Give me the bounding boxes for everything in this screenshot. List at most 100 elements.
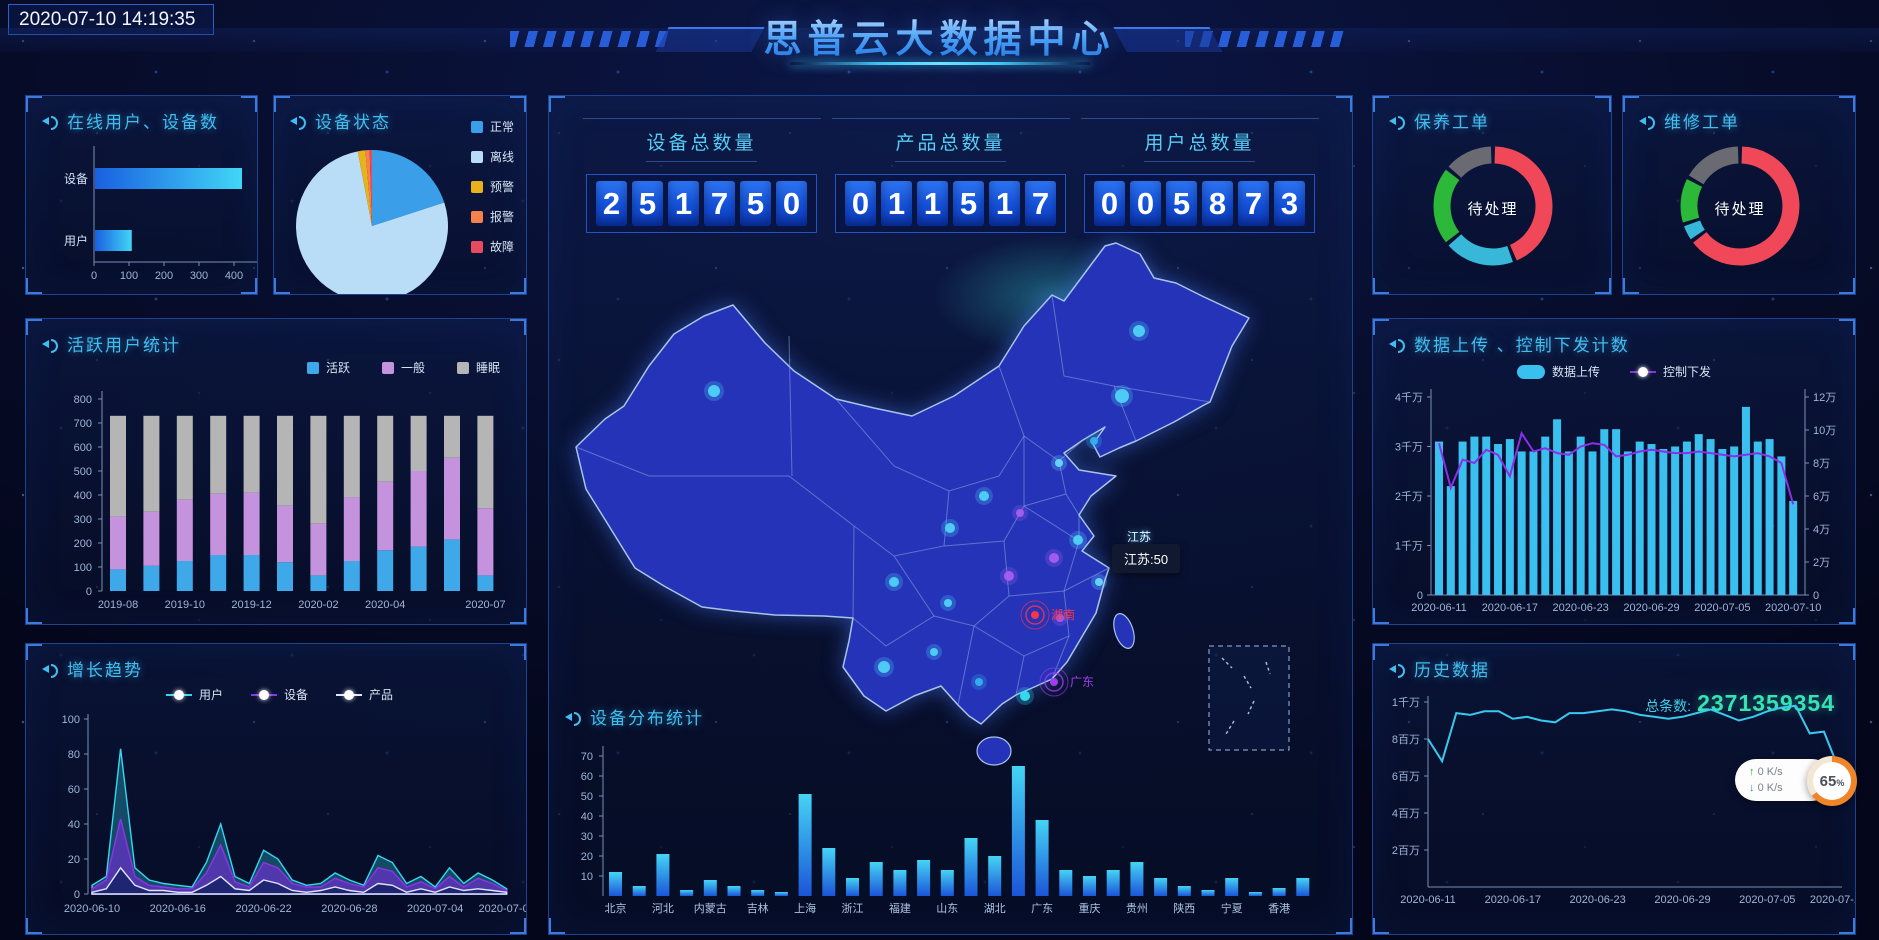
counter-digit: 7	[704, 181, 735, 226]
upload-arrow-icon: ↑	[1749, 766, 1755, 778]
legend-item[interactable]: 活跃	[306, 359, 350, 376]
legend-swatch	[306, 361, 319, 374]
svg-text:贵州: 贵州	[1126, 902, 1148, 915]
clock: 2020-07-10 14:19:35	[8, 4, 214, 35]
header-band	[0, 28, 1879, 52]
header-slashes-left-icon	[510, 31, 670, 47]
legend-item[interactable]: 睡眠	[456, 359, 500, 376]
percent-sign: %	[1836, 777, 1845, 788]
panel-history-data: 历史数据 总条数: 2371359354 2百万 4百万 6百万 8百万 1千万 2020-…	[1372, 643, 1857, 936]
svg-text:陕西: 陕西	[1173, 901, 1195, 915]
svg-text:2019-12: 2019-12	[231, 599, 271, 611]
counter-digit: 1	[881, 181, 912, 226]
counter-label: 设备总数量	[646, 128, 757, 162]
svg-text:2020-06-16: 2020-06-16	[150, 903, 206, 915]
repair-center-label: 待处理	[1714, 201, 1766, 218]
legend-item[interactable]: 设备	[251, 686, 308, 703]
svg-text:0: 0	[91, 270, 97, 282]
svg-text:10: 10	[581, 871, 593, 883]
svg-text:600: 600	[74, 442, 92, 454]
online-users-devices-chart[interactable]: 设备用户0100200300400500	[26, 138, 257, 293]
legend-item[interactable]: 报警	[470, 208, 514, 225]
device-status-pie[interactable]	[280, 134, 460, 294]
megaphone-icon	[1389, 337, 1406, 353]
svg-text:300: 300	[190, 270, 208, 282]
svg-text:2020-07-04: 2020-07-04	[407, 903, 463, 915]
device-distribution-chart[interactable]: 10 20 30 40 50 60 70 北京 河北 内蒙古 吉林 上海 浙江 福建 山东 湖北 广东 重庆 贵州 陕…	[561, 728, 1342, 928]
legend-item[interactable]: 数据上传	[1516, 363, 1600, 380]
device-status-legend: 正常离线预警报警故障	[470, 118, 514, 255]
svg-text:2019-10: 2019-10	[165, 599, 205, 611]
svg-text:10万: 10万	[1813, 425, 1836, 437]
svg-text:0: 0	[1813, 590, 1819, 602]
legend-item[interactable]: 控制下发	[1630, 363, 1711, 380]
svg-text:40: 40	[68, 819, 80, 831]
repair-donut[interactable]	[1623, 134, 1857, 294]
svg-text:300: 300	[74, 514, 92, 526]
svg-text:北京: 北京	[605, 901, 627, 915]
svg-text:40: 40	[581, 811, 593, 823]
upload-dispatch-chart[interactable]: 0 1千万 2千万 3千万 4千万 0 2万 4万 6万 8万 10万 12万 2020-06-11 20…	[1373, 319, 1855, 626]
legend-swatch	[470, 150, 483, 163]
panel-title: 历史数据	[1414, 661, 1490, 680]
svg-text:2020-06-22: 2020-06-22	[235, 903, 291, 915]
legend-label: 报警	[489, 210, 514, 224]
percent-value: 65	[1819, 772, 1837, 790]
legend-swatch	[456, 361, 469, 374]
legend-swatch	[470, 210, 483, 223]
panel-growth-trend: 增长趋势 用户 设备 产品 0 20 40 60 80 100 2020-06-10 2020-0…	[25, 643, 527, 935]
svg-text:500: 500	[74, 466, 92, 478]
svg-text:80: 80	[68, 749, 80, 761]
download-speed: 0 K/s	[1757, 782, 1783, 794]
counter-digit: 0	[776, 181, 807, 226]
legend-item[interactable]: 一般	[381, 359, 425, 376]
maintenance-donut[interactable]	[1373, 134, 1613, 294]
svg-text:6百万: 6百万	[1392, 771, 1420, 783]
legend-label: 预警	[489, 180, 514, 194]
legend-bar-swatch	[1516, 364, 1545, 379]
panel-device-status: 设备状态 正常 离线 预警 报警 故障	[273, 95, 527, 295]
map-province-highlight: 江苏	[1127, 530, 1152, 544]
legend-item[interactable]: 故障	[470, 238, 514, 255]
active-users-chart[interactable]: 0 100 200 300 400 500 600 700 800 2019-08 2019-10 2…	[26, 363, 526, 625]
panel-title: 数据上传 、控制下发计数	[1414, 336, 1630, 355]
svg-text:设备: 设备	[64, 172, 88, 186]
svg-text:2020-06-11: 2020-06-11	[1400, 894, 1455, 906]
growth-trend-chart[interactable]: 0 20 40 60 80 100 2020-06-10 2020-06-16 2020-06-…	[26, 700, 526, 935]
svg-text:8百万: 8百万	[1392, 734, 1420, 746]
svg-text:800: 800	[74, 394, 92, 406]
legend-item[interactable]: 离线	[470, 148, 514, 165]
svg-text:河北: 河北	[652, 902, 674, 915]
line-dot-marker	[336, 689, 363, 700]
legend-swatch	[470, 180, 483, 193]
counter-digit: 0	[1130, 181, 1161, 226]
legend-label: 控制下发	[1663, 365, 1712, 379]
history-data-chart[interactable]: 2百万 4百万 6百万 8百万 1千万 2020-06-11 2020-06-17 2020-…	[1373, 644, 1855, 936]
svg-text:60: 60	[581, 771, 593, 783]
svg-text:浙江: 浙江	[842, 902, 864, 915]
legend-item[interactable]: 预警	[470, 178, 514, 195]
legend-item[interactable]: 用户	[166, 686, 223, 703]
svg-text:上海: 上海	[794, 901, 816, 915]
svg-text:4万: 4万	[1813, 524, 1830, 536]
legend-label: 设备	[284, 688, 309, 702]
counter-digit: 1	[668, 181, 699, 226]
legend-item[interactable]: 产品	[336, 686, 393, 703]
panel-title: 保养工单	[1414, 113, 1490, 132]
megaphone-icon	[42, 662, 59, 678]
page-title: 思普云大数据中心	[0, 8, 1879, 63]
svg-text:0: 0	[1417, 590, 1423, 602]
svg-text:2020-07-05: 2020-07-05	[1694, 602, 1750, 614]
legend-label: 故障	[489, 240, 514, 254]
svg-text:6万: 6万	[1813, 491, 1830, 503]
counter-digit: 5	[953, 181, 984, 226]
svg-text:4千万: 4千万	[1395, 391, 1423, 404]
megaphone-icon	[1639, 114, 1656, 130]
upload-legend: 数据上传 控制下发	[1373, 363, 1855, 380]
map-tooltip: 江苏:50	[1112, 544, 1181, 573]
legend-item[interactable]: 正常	[470, 118, 514, 135]
legend-label: 活跃	[325, 361, 350, 375]
